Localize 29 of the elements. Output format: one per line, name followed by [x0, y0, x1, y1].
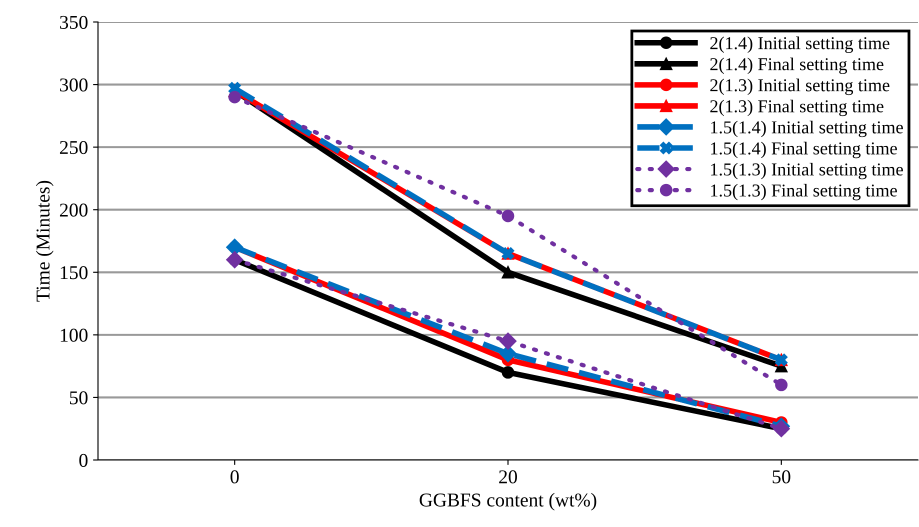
legend-label: 2(1.4) Final setting time	[710, 58, 884, 74]
point	[499, 345, 517, 362]
legend-label: 1.5(1.3) Initial setting time	[711, 162, 903, 180]
point	[502, 366, 514, 379]
x-tick-label: 0	[230, 470, 239, 484]
y-tick-label: 300	[60, 78, 88, 92]
legend-label: 2(1.4) Initial setting time	[710, 36, 890, 53]
y-tick-label: 200	[60, 204, 88, 217]
x-tick-label: 20	[499, 470, 517, 484]
legend-label: 2(1.3) Final setting time	[710, 100, 884, 116]
y-tick-label: 0	[79, 454, 88, 467]
point	[775, 378, 788, 392]
point	[502, 210, 514, 222]
legend-label: 1.5(1.3) Final setting time	[711, 184, 897, 200]
y-axis-title: Time (Minutes)	[36, 180, 54, 302]
point	[226, 251, 244, 268]
x-tick-label: 50	[772, 470, 790, 484]
y-tick-label: 350	[60, 16, 88, 29]
point	[228, 90, 241, 104]
legend-label: 1.5(1.4) Initial setting time	[711, 120, 903, 138]
point	[499, 332, 517, 350]
y-tick-label: 150	[60, 266, 88, 280]
x-axis-title: GGBFS content (wt%)	[420, 492, 596, 511]
point	[502, 266, 514, 279]
legend-label: 2(1.3) Initial setting time	[710, 78, 890, 96]
y-tick-label: 50	[70, 391, 88, 404]
y-tick-label: 250	[60, 140, 88, 154]
legend-label: 1.5(1.4) Final setting time	[711, 142, 897, 158]
y-tick-label: 100	[60, 328, 88, 342]
